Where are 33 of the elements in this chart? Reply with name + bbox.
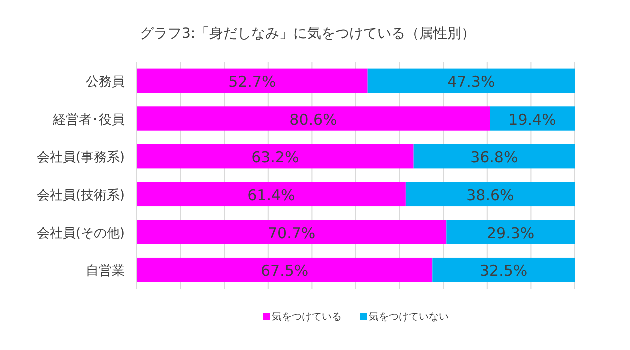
legend-label: 気をつけている: [272, 312, 342, 323]
data-label: 36.8%: [470, 148, 518, 167]
bar: [406, 182, 575, 207]
bar: [414, 144, 575, 169]
y-tick-label: 経営者･役員: [52, 112, 125, 128]
data-label: 19.4%: [508, 110, 556, 129]
data-label: 70.7%: [268, 224, 316, 242]
data-label: 32.5%: [480, 262, 528, 280]
bar: [432, 258, 575, 282]
bar: [137, 258, 433, 282]
bar: [137, 68, 368, 94]
bar: [137, 144, 414, 169]
legend-label: 気をつけていない: [369, 312, 449, 323]
bar: [446, 220, 575, 244]
data-label: 38.6%: [466, 186, 514, 204]
y-tick-label: 公務員: [86, 74, 125, 90]
data-label: 52.7%: [228, 72, 276, 91]
chart-title: グラフ3:「身だしなみ」に気をつけている（属性別）: [140, 26, 476, 42]
data-label: 80.6%: [290, 110, 338, 129]
data-label: 47.3%: [448, 72, 496, 91]
y-tick-label: 会社員(事務系): [36, 150, 125, 166]
bar: [137, 220, 447, 244]
data-label: 63.2%: [252, 148, 300, 167]
data-label: 61.4%: [248, 186, 296, 204]
bar: [368, 68, 575, 94]
bar: [490, 106, 575, 131]
data-label: 67.5%: [260, 262, 309, 280]
bar: [137, 106, 490, 131]
y-tick-label: 会社員(技術系): [36, 188, 125, 204]
y-tick-label: 自営業: [86, 264, 125, 280]
data-label: 29.3%: [487, 224, 535, 242]
y-tick-label: 会社員(その他): [36, 226, 125, 242]
bar: [137, 182, 406, 207]
